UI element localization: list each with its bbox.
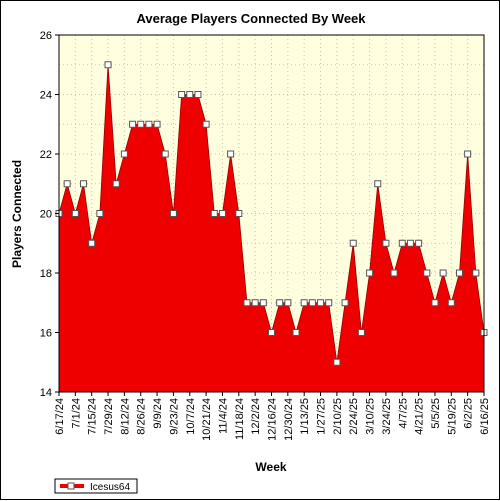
data-point-16[interactable]: [186, 91, 194, 98]
data-point-36[interactable]: [349, 239, 357, 247]
x-tick-label: 6/17/24: [54, 398, 66, 435]
x-tick-label: 3/10/25: [365, 398, 377, 435]
x-tick-label: 12/16/24: [267, 398, 279, 441]
x-tick-label: 4/7/25: [397, 398, 409, 429]
data-point-12[interactable]: [153, 120, 161, 128]
legend-box: [54, 478, 138, 494]
data-point-14[interactable]: [169, 210, 177, 217]
data-point-3[interactable]: [80, 180, 88, 188]
data-point-7[interactable]: [112, 180, 120, 188]
x-tick-label: 8/26/24: [136, 398, 148, 435]
x-tick-label: 2/24/25: [348, 398, 360, 435]
data-point-40[interactable]: [382, 239, 390, 247]
y-axis-ticks: 14 16 18 20 22 24 26: [40, 30, 59, 399]
data-point-29[interactable]: [292, 329, 300, 336]
data-point-2[interactable]: [71, 210, 79, 217]
x-tick-label: 1/13/25: [299, 398, 311, 435]
data-point-50[interactable]: [464, 150, 472, 158]
x-tick-label: 5/19/25: [446, 398, 458, 435]
data-point-35[interactable]: [341, 299, 349, 307]
data-point-33[interactable]: [325, 299, 333, 307]
x-tick-label: 10/21/24: [201, 398, 213, 441]
x-tick-label: 6/2/25: [463, 398, 475, 429]
data-point-51[interactable]: [472, 269, 480, 277]
data-point-24[interactable]: [251, 299, 259, 307]
data-point-21[interactable]: [227, 150, 235, 158]
x-tick-label: 4/21/25: [414, 398, 426, 435]
data-point-34[interactable]: [333, 358, 341, 366]
data-point-32[interactable]: [317, 299, 325, 307]
data-point-18[interactable]: [202, 120, 210, 128]
y-tick-label: 26: [40, 30, 52, 42]
data-point-41[interactable]: [390, 269, 398, 277]
x-tick-label: 7/15/24: [87, 398, 99, 435]
data-point-45[interactable]: [423, 269, 431, 277]
x-tick-label: 9/23/24: [168, 398, 180, 435]
series-area: [58, 64, 485, 393]
x-tick-label: 3/24/25: [381, 398, 393, 435]
y-tick-label: 18: [40, 268, 52, 280]
legend-label: Icesus64: [90, 482, 130, 493]
x-tick-label: 5/5/25: [430, 398, 442, 429]
chart-title: Average Players Connected By Week: [136, 11, 366, 26]
x-tick-label: 6/16/25: [479, 398, 491, 435]
data-point-26[interactable]: [268, 329, 275, 336]
data-point-4[interactable]: [88, 239, 96, 247]
data-point-49[interactable]: [455, 269, 463, 277]
data-point-43[interactable]: [406, 239, 414, 247]
y-tick-label: 22: [40, 149, 52, 161]
data-point-44[interactable]: [415, 239, 423, 247]
y-tick-label: 14: [40, 387, 52, 399]
data-point-30[interactable]: [300, 299, 308, 307]
data-point-38[interactable]: [366, 269, 374, 277]
x-tick-label: 10/7/24: [185, 398, 197, 435]
data-point-6[interactable]: [104, 61, 112, 69]
data-point-11[interactable]: [145, 120, 153, 128]
data-point-27[interactable]: [276, 299, 284, 307]
data-point-15[interactable]: [178, 91, 186, 98]
x-tick-label: 11/18/24: [234, 398, 246, 440]
x-tick-label: 7/29/24: [103, 398, 115, 435]
x-tick-label: 7/1/24: [70, 398, 82, 429]
data-point-47[interactable]: [439, 269, 447, 277]
y-tick-label: 16: [40, 328, 52, 340]
data-point-19[interactable]: [210, 210, 218, 217]
data-point-1[interactable]: [63, 180, 71, 188]
legend[interactable]: Icesus64: [54, 478, 138, 494]
x-tick-label: 11/4/24: [217, 398, 229, 434]
x-axis-ticks: 6/17/24 7/1/24 7/15/24 7/29/24 8/12/24 8/26/2…: [54, 392, 491, 441]
data-point-37[interactable]: [357, 329, 365, 336]
x-tick-label: 1/27/25: [316, 398, 328, 435]
data-point-9[interactable]: [129, 120, 137, 128]
y-axis-title: Players Connected: [10, 160, 24, 268]
data-point-46[interactable]: [431, 299, 439, 307]
data-point-13[interactable]: [161, 150, 169, 158]
x-tick-label: 2/10/25: [332, 398, 344, 435]
data-point-17[interactable]: [194, 91, 202, 98]
x-axis-title: Week: [255, 460, 286, 474]
data-point-5[interactable]: [96, 210, 104, 217]
series-area-group: [58, 64, 485, 393]
data-point-8[interactable]: [120, 150, 128, 158]
data-point-39[interactable]: [374, 180, 382, 188]
data-point-23[interactable]: [243, 299, 251, 307]
data-point-31[interactable]: [308, 299, 316, 307]
data-point-28[interactable]: [284, 299, 292, 307]
point-markers: [55, 61, 488, 366]
x-tick-label: 9/9/24: [152, 398, 164, 429]
y-tick-label: 24: [40, 90, 52, 102]
data-point-48[interactable]: [447, 299, 455, 307]
x-tick-label: 12/2/24: [250, 398, 262, 435]
data-point-25[interactable]: [259, 299, 267, 307]
data-point-20[interactable]: [218, 210, 226, 217]
legend-swatch-marker: [67, 482, 75, 490]
data-point-10[interactable]: [137, 120, 145, 128]
data-point-42[interactable]: [398, 239, 406, 247]
data-point-22[interactable]: [235, 210, 243, 217]
x-tick-label: 12/30/24: [283, 398, 295, 441]
y-tick-label: 20: [40, 209, 52, 221]
x-tick-label: 8/12/24: [119, 398, 131, 435]
